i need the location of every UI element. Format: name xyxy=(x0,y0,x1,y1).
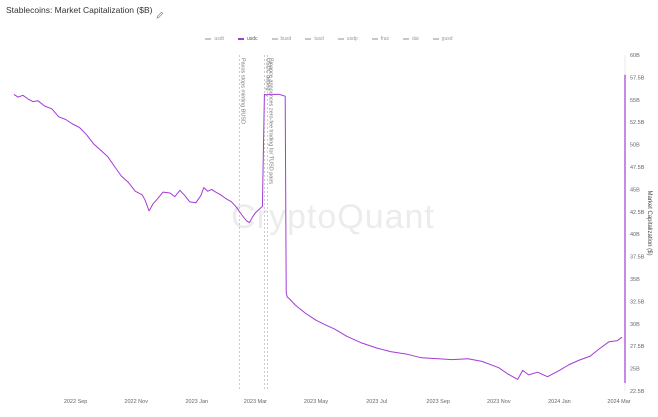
x-tick-label: 2022 Sep xyxy=(64,399,88,405)
y-tick-label: 27.5B xyxy=(630,344,645,350)
legend-label: usdt xyxy=(214,36,224,42)
legend-swatch xyxy=(402,38,409,40)
annotation-label: Binance announces zero-fee trading for T… xyxy=(267,58,273,184)
y-tick-label: 37.5B xyxy=(630,255,645,261)
x-tick-label: 2023 Mar xyxy=(244,399,267,405)
legend-item-dai[interactable]: dai xyxy=(402,36,419,42)
x-tick-label: 2024 Mar xyxy=(607,399,630,405)
x-tick-label: 2022 Nov xyxy=(124,399,148,405)
legend-swatch xyxy=(271,38,278,40)
legend-item-usdt[interactable]: usdt xyxy=(205,36,224,42)
legend-swatch xyxy=(205,38,212,40)
usdc-series-line xyxy=(13,93,623,380)
y-tick-label: 40B xyxy=(630,232,640,238)
x-tick-label: 2023 Jan xyxy=(185,399,208,405)
legend-swatch xyxy=(305,38,312,40)
x-tick-label: 2023 May xyxy=(304,399,328,405)
x-tick-label: 2023 Nov xyxy=(487,399,511,405)
legend-swatch xyxy=(371,38,378,40)
legend-item-frax[interactable]: frax xyxy=(371,36,389,42)
legend-label: busd xyxy=(280,36,292,42)
legend-label: dai xyxy=(411,36,419,42)
y-tick-label: 57.5B xyxy=(630,75,645,81)
legend-item-tusd[interactable]: tusd xyxy=(305,36,324,42)
y-tick-label: 47.5B xyxy=(630,165,645,171)
chart-title: Stablecoins: Market Capitalization ($B) xyxy=(6,5,153,15)
legend-swatch xyxy=(337,38,344,40)
legend-item-gusd[interactable]: gusd xyxy=(432,36,453,42)
y-tick-label: 52.5B xyxy=(630,120,645,126)
y-tick-label: 55B xyxy=(630,98,640,104)
y-tick-label: 22.5B xyxy=(630,389,645,395)
x-tick-label: 2024 Jan xyxy=(548,399,571,405)
pencil-icon[interactable] xyxy=(156,6,164,19)
legend-label: frax xyxy=(380,36,389,42)
legend-swatch xyxy=(432,38,439,40)
legend-item-busd[interactable]: busd xyxy=(271,36,292,42)
y-tick-label: 25B xyxy=(630,367,640,373)
y-tick-label: 45B xyxy=(630,187,640,193)
watermark-text: CryptoQuant xyxy=(231,198,435,236)
legend-swatch xyxy=(237,38,244,40)
y-tick-label: 60B xyxy=(630,53,640,59)
x-tick-label: 2023 Jul xyxy=(366,399,387,405)
chart-header: Stablecoins: Market Capitalization ($B) xyxy=(6,5,164,19)
annotation-label: Paxos stops minting BUSD xyxy=(240,58,246,124)
y-axis-label: Market Capitalization ($) xyxy=(646,190,652,255)
legend-label: gusd xyxy=(441,36,453,42)
legend-label: usdp xyxy=(346,36,358,42)
legend-item-usdp[interactable]: usdp xyxy=(337,36,358,42)
y-tick-label: 30B xyxy=(630,322,640,328)
chart-legend: usdt usdc busd tusd usdp frax dai gusd xyxy=(0,36,658,42)
y-tick-label: 50B xyxy=(630,143,640,149)
y-tick-label: 42.5B xyxy=(630,210,645,216)
y-tick-label: 32.5B xyxy=(630,299,645,305)
y-tick-label: 35B xyxy=(630,277,640,283)
legend-item-usdc[interactable]: usdc xyxy=(237,36,258,42)
x-tick-label: 2023 Sep xyxy=(426,399,450,405)
legend-label: tusd xyxy=(314,36,324,42)
legend-label: usdc xyxy=(246,36,258,42)
annotation-label: USDC depeg xyxy=(264,58,270,90)
